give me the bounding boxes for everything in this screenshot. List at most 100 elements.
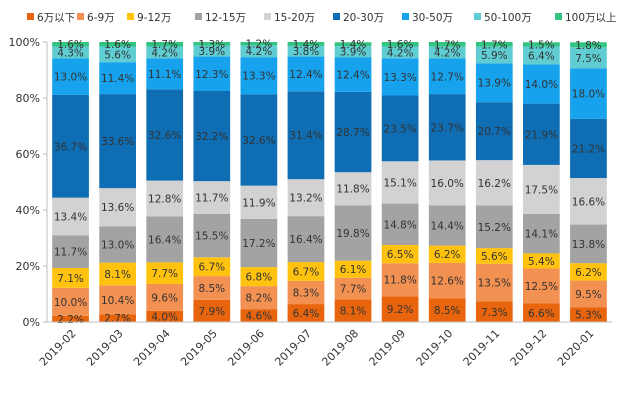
data-label: 9.2% <box>387 304 414 316</box>
legend: 6万以下 6-9万 9-12万 12-15万 15-20万 20-30万 30-50万 50-… <box>27 12 617 24</box>
data-label: 18.0% <box>572 89 605 101</box>
bar-segment <box>52 42 89 47</box>
data-label: 1.2% <box>246 39 273 51</box>
bar-segment <box>570 178 607 225</box>
bar-segment <box>570 263 607 281</box>
data-label: 16.4% <box>289 234 322 246</box>
y-axis: 0% 20% 40% 60% 80% 100% <box>9 36 48 329</box>
data-label: 12.6% <box>431 276 464 288</box>
bar-segment <box>52 267 89 288</box>
x-tick-label: 2019-09 <box>367 327 409 369</box>
data-label: 4.6% <box>246 311 273 323</box>
bar-segment <box>334 91 372 173</box>
legend-item-label: 30-50万 <box>412 12 453 24</box>
data-label: 12.3% <box>195 69 228 81</box>
data-label: 10.4% <box>101 295 134 307</box>
bar-segment <box>428 298 466 322</box>
bar-segment <box>99 226 136 263</box>
x-tick-label: 2019-07 <box>272 327 314 369</box>
data-label: 31.4% <box>289 130 322 142</box>
legend-swatch <box>555 13 562 20</box>
bar-segment <box>240 42 278 46</box>
y-tick-label: 60% <box>16 148 40 161</box>
data-label: 7.7% <box>340 284 367 296</box>
data-label: 12.8% <box>148 194 181 206</box>
bar-segment <box>240 286 278 310</box>
data-label: 5.3% <box>575 310 602 322</box>
bar-segment <box>334 57 372 92</box>
data-label: 6.5% <box>387 249 414 261</box>
data-label: 32.6% <box>148 130 181 142</box>
bar-segment <box>99 46 136 63</box>
data-label: 1.3% <box>198 39 225 51</box>
bar-segment <box>428 245 466 263</box>
data-label: 5.6% <box>481 251 508 263</box>
bar-segment <box>523 303 560 322</box>
bar-segment <box>334 46 372 58</box>
legend-swatch <box>264 13 271 20</box>
data-label: 1.4% <box>340 39 367 51</box>
bar-segment <box>428 160 466 206</box>
bar-segment <box>146 89 184 181</box>
bar-segment <box>523 103 560 165</box>
data-label: 11.9% <box>242 197 275 209</box>
data-label: 1.7% <box>151 39 178 51</box>
data-label: 19.8% <box>336 228 369 240</box>
data-label: 4.2% <box>246 46 273 58</box>
bar-segment <box>570 307 607 322</box>
x-axis: 2019-02 2019-03 2019-04 2019-05 2019-06 2019-… <box>37 321 612 369</box>
bar-segment <box>381 42 419 47</box>
bar-segment <box>334 42 372 47</box>
data-label: 1.4% <box>293 39 320 51</box>
bar-segment <box>193 45 231 57</box>
y-tick-label: 100% <box>9 36 40 49</box>
data-label: 21.2% <box>572 143 605 155</box>
data-label: 17.2% <box>242 238 275 250</box>
data-label: 7.1% <box>57 273 84 285</box>
bar-segment <box>428 205 466 246</box>
bar-segment <box>99 285 136 315</box>
data-label: 11.1% <box>148 69 181 81</box>
data-label: 5.6% <box>104 49 131 61</box>
data-label: 8.5% <box>434 305 461 317</box>
data-label: 8.5% <box>198 283 225 295</box>
data-label: 1.6% <box>57 39 84 51</box>
data-label: 3.9% <box>198 46 225 58</box>
data-label: 11.4% <box>101 73 134 85</box>
y-tick-label: 20% <box>16 260 40 273</box>
bar-segment <box>523 268 560 304</box>
data-label: 6.1% <box>340 264 367 276</box>
data-label: 23.7% <box>431 122 464 134</box>
bar-segment <box>193 257 231 277</box>
bar-segment <box>287 42 325 46</box>
data-label: 33.6% <box>101 136 134 148</box>
bar-segment <box>475 63 513 103</box>
bar-segment <box>523 213 560 254</box>
data-label: 3.9% <box>340 47 367 59</box>
bar-segment <box>334 260 372 278</box>
data-label: 13.9% <box>478 78 511 90</box>
bar-segment <box>334 299 372 322</box>
data-label: 8.1% <box>104 269 131 281</box>
data-label: 8.3% <box>293 287 320 299</box>
data-label: 6.7% <box>293 266 320 278</box>
data-label: 7.7% <box>151 268 178 280</box>
bar-segment <box>428 94 466 161</box>
bar-segment <box>287 179 325 217</box>
data-label: 2.7% <box>104 313 131 325</box>
bar-segment <box>475 46 513 64</box>
data-label: 4.2% <box>434 48 461 60</box>
x-tick-label: 2019-10 <box>414 327 456 369</box>
bar-segment <box>52 197 89 236</box>
bar-segment <box>193 42 231 46</box>
data-label: 3.8% <box>293 46 320 58</box>
bar-segment <box>475 301 513 322</box>
bar-segment <box>475 205 513 249</box>
data-label: 15.2% <box>478 222 511 234</box>
data-label: 1.6% <box>387 39 414 51</box>
x-tick-label: 2019-05 <box>178 327 220 369</box>
legend-item-label: 6万以下 <box>37 12 75 24</box>
bar-segment <box>193 276 231 300</box>
bar-segment <box>428 42 466 47</box>
data-label: 6.2% <box>575 267 602 279</box>
